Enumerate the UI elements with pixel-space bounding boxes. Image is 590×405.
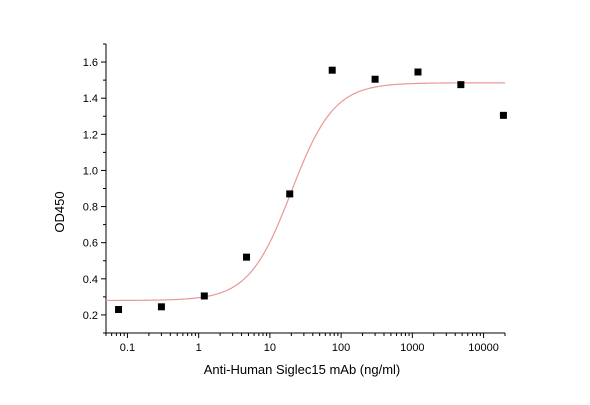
data-point (457, 81, 465, 89)
data-point (286, 190, 294, 198)
y-tick-label: 0.2 (83, 310, 98, 322)
y-tick-label: 1.4 (83, 93, 98, 105)
y-tick-label: 1.0 (83, 165, 98, 177)
y-tick-label: 0.4 (83, 274, 98, 286)
y-tick-label: 0.6 (83, 238, 98, 250)
x-tick-label: 10000 (468, 342, 499, 354)
data-point (200, 292, 208, 300)
x-tick-label: 100 (332, 342, 350, 354)
fit-curve (106, 82, 505, 302)
fit-curve-group (106, 82, 505, 302)
data-point (371, 75, 379, 83)
data-point (157, 303, 165, 311)
x-tick-label: 1 (196, 342, 202, 354)
data-point (243, 253, 251, 261)
y-axis-label: OD450 (52, 191, 67, 232)
data-points (115, 66, 507, 314)
axes: 0.2 0.4 0.6 0.8 1.0 1.2 1.4 1.6 0.1 1 10 100 1000 100… (83, 43, 506, 354)
y-tick-label: 0.8 (83, 202, 98, 214)
x-tick-label: 1000 (400, 342, 424, 354)
data-point (115, 306, 123, 314)
x-tick-label: 10 (264, 342, 276, 354)
y-tick-label: 1.2 (83, 129, 98, 141)
data-point (499, 111, 507, 119)
data-point (328, 66, 336, 74)
y-tick-label: 1.6 (83, 57, 98, 69)
x-axis-label: Anti-Human Siglec15 mAb (ng/ml) (204, 362, 401, 377)
x-tick-label: 0.1 (120, 342, 135, 354)
data-point (414, 68, 422, 76)
